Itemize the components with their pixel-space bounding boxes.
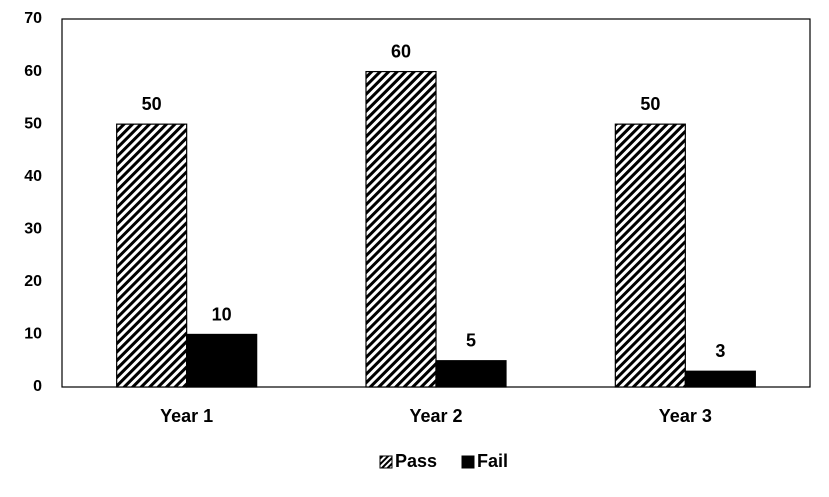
bar-pass-year-3 — [614, 123, 686, 388]
y-axis-ticks: 0 10 20 30 40 50 60 70 — [24, 10, 42, 395]
data-label: 3 — [715, 341, 725, 361]
bars — [116, 70, 756, 388]
x-tick-label: Year 2 — [409, 406, 462, 426]
bar-pass-year-1 — [116, 123, 188, 388]
data-labels: 50 10 60 5 50 3 — [142, 42, 726, 362]
x-tick-label: Year 1 — [160, 406, 213, 426]
data-label: 50 — [640, 94, 660, 114]
y-tick-label: 60 — [24, 63, 42, 80]
y-tick-label: 50 — [24, 115, 42, 132]
y-tick-label: 40 — [24, 168, 42, 185]
y-tick-label: 10 — [24, 326, 42, 343]
y-tick-label: 30 — [24, 221, 42, 238]
data-label: 50 — [142, 94, 162, 114]
x-axis-ticks: Year 1 Year 2 Year 3 — [160, 406, 712, 426]
bar-pass-year-2 — [365, 70, 437, 388]
data-label: 60 — [391, 42, 411, 62]
legend-label-fail: Fail — [477, 451, 508, 471]
x-tick-label: Year 3 — [659, 406, 712, 426]
data-label: 5 — [466, 331, 476, 351]
bar-fail-year-2 — [435, 360, 507, 388]
legend-swatch-pass — [379, 455, 393, 469]
legend: Pass Fail — [379, 451, 508, 471]
y-tick-label: 70 — [24, 10, 42, 27]
legend-swatch-fail — [461, 455, 475, 469]
bar-fail-year-1 — [186, 333, 258, 388]
y-tick-label: 0 — [33, 378, 42, 395]
bar-fail-year-3 — [684, 370, 756, 388]
y-tick-label: 20 — [24, 273, 42, 290]
legend-label-pass: Pass — [395, 451, 437, 471]
data-label: 10 — [212, 304, 232, 324]
